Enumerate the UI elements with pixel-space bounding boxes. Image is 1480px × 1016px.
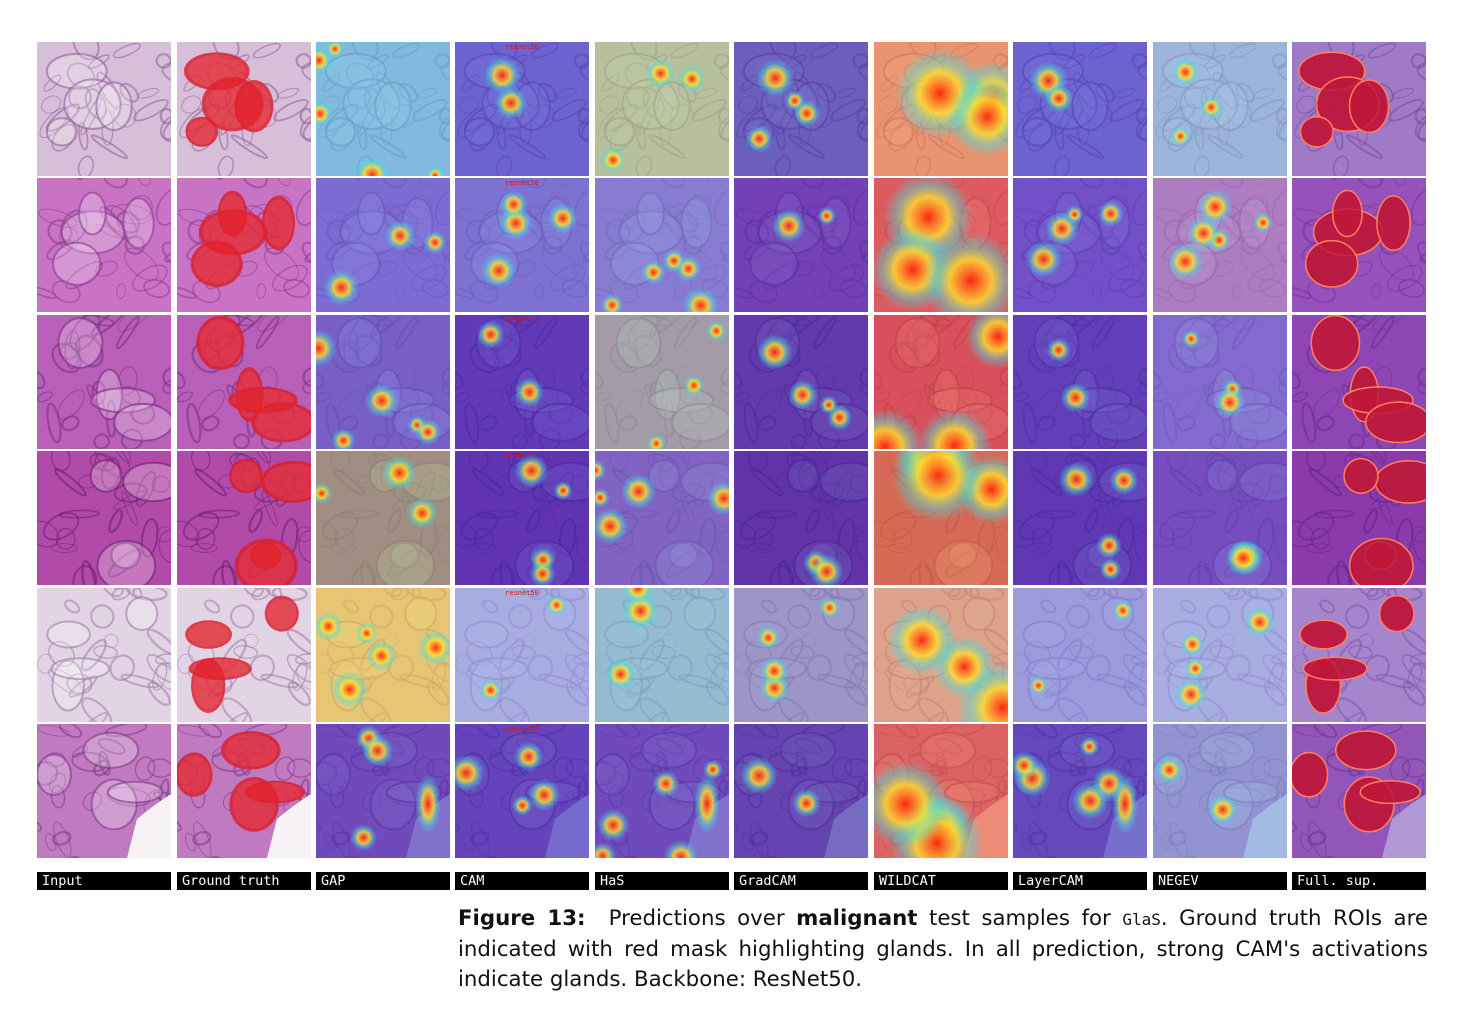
caption-text-2: test samples for	[928, 906, 1111, 931]
column-label-has: HaS	[595, 872, 729, 890]
caption-text-3: . Ground truth ROIs are indicated with r…	[458, 906, 1428, 992]
tile-row3-full-sup	[1292, 315, 1426, 449]
tile-row2-full-sup	[1292, 178, 1426, 312]
tile-row2-ground-truth	[177, 178, 311, 312]
column-label-layercam: LayerCAM	[1013, 872, 1147, 890]
tile-row1-gap	[316, 42, 450, 176]
tile-row6-ground-truth	[177, 724, 311, 858]
tile-row5-ground-truth	[177, 588, 311, 722]
tile-row6-cam: resnet50	[455, 724, 589, 858]
tile-row4-layercam	[1013, 451, 1147, 585]
watermark-text: resnet50	[505, 43, 539, 51]
tile-row4-gap	[316, 451, 450, 585]
tile-row3-gradcam	[734, 315, 868, 449]
tile-row4-full-sup	[1292, 451, 1426, 585]
column-label-gradcam: GradCAM	[734, 872, 868, 890]
watermark-text: resnet50	[505, 725, 539, 733]
tile-row3-ground-truth	[177, 315, 311, 449]
tile-row3-input	[37, 315, 171, 449]
watermark-text: resnet50	[505, 589, 539, 597]
tile-row2-has	[595, 178, 729, 312]
tile-row4-input	[37, 451, 171, 585]
tile-row2-wildcat	[874, 178, 1008, 312]
tile-row2-gradcam	[734, 178, 868, 312]
tile-row6-layercam	[1013, 724, 1147, 858]
tile-row2-input	[37, 178, 171, 312]
caption-text-1: Predictions over	[608, 906, 785, 931]
caption-emphasis: malignant	[796, 906, 918, 931]
tile-row2-gap	[316, 178, 450, 312]
column-label-ground-truth: Ground truth	[177, 872, 311, 890]
dataset-name: GlaS	[1122, 910, 1161, 929]
tile-row4-has	[595, 451, 729, 585]
tile-row4-wildcat	[874, 451, 1008, 585]
figure-caption: Figure 13: Predictions over malignant te…	[458, 904, 1428, 995]
tile-row4-gradcam	[734, 451, 868, 585]
tile-row1-negev	[1153, 42, 1287, 176]
tile-row4-negev	[1153, 451, 1287, 585]
tile-row1-gradcam	[734, 42, 868, 176]
tile-row1-input	[37, 42, 171, 176]
watermark-text: resnet50	[505, 452, 539, 460]
figure-grid: resnet50 resnet50 resnet50 resnet50 resnet50…	[37, 42, 1429, 860]
tile-row5-cam: resnet50	[455, 588, 589, 722]
tile-row2-cam: resnet50	[455, 178, 589, 312]
figure-label: Figure 13:	[458, 906, 586, 931]
tile-row6-full-sup	[1292, 724, 1426, 858]
tile-row6-gap	[316, 724, 450, 858]
tile-row5-wildcat	[874, 588, 1008, 722]
tile-row6-negev	[1153, 724, 1287, 858]
tile-row3-has	[595, 315, 729, 449]
tile-row1-full-sup	[1292, 42, 1426, 176]
tile-row3-negev	[1153, 315, 1287, 449]
column-label-negev: NEGEV	[1153, 872, 1287, 890]
tile-row5-full-sup	[1292, 588, 1426, 722]
tile-row6-has	[595, 724, 729, 858]
tile-row1-cam: resnet50	[455, 42, 589, 176]
tile-row1-layercam	[1013, 42, 1147, 176]
watermark-text: resnet50	[505, 179, 539, 187]
tile-row5-gap	[316, 588, 450, 722]
tile-row3-layercam	[1013, 315, 1147, 449]
watermark-text: resnet50	[505, 316, 539, 324]
tile-row3-gap	[316, 315, 450, 449]
tile-row5-layercam	[1013, 588, 1147, 722]
tile-row6-wildcat	[874, 724, 1008, 858]
tile-row3-wildcat	[874, 315, 1008, 449]
tile-row5-gradcam	[734, 588, 868, 722]
column-label-full-sup: Full. sup.	[1292, 872, 1426, 890]
tile-row2-negev	[1153, 178, 1287, 312]
column-label-cam: CAM	[455, 872, 589, 890]
column-label-gap: GAP	[316, 872, 450, 890]
tile-row1-wildcat	[874, 42, 1008, 176]
tile-row3-cam: resnet50	[455, 315, 589, 449]
tile-row4-cam: resnet50	[455, 451, 589, 585]
column-label-input: Input	[37, 872, 171, 890]
tile-row5-negev	[1153, 588, 1287, 722]
tile-row5-input	[37, 588, 171, 722]
tile-row6-gradcam	[734, 724, 868, 858]
tile-row6-input	[37, 724, 171, 858]
tile-row1-has	[595, 42, 729, 176]
tile-row5-has	[595, 588, 729, 722]
tile-row1-ground-truth	[177, 42, 311, 176]
column-label-wildcat: WILDCAT	[874, 872, 1008, 890]
tile-row2-layercam	[1013, 178, 1147, 312]
tile-row4-ground-truth	[177, 451, 311, 585]
